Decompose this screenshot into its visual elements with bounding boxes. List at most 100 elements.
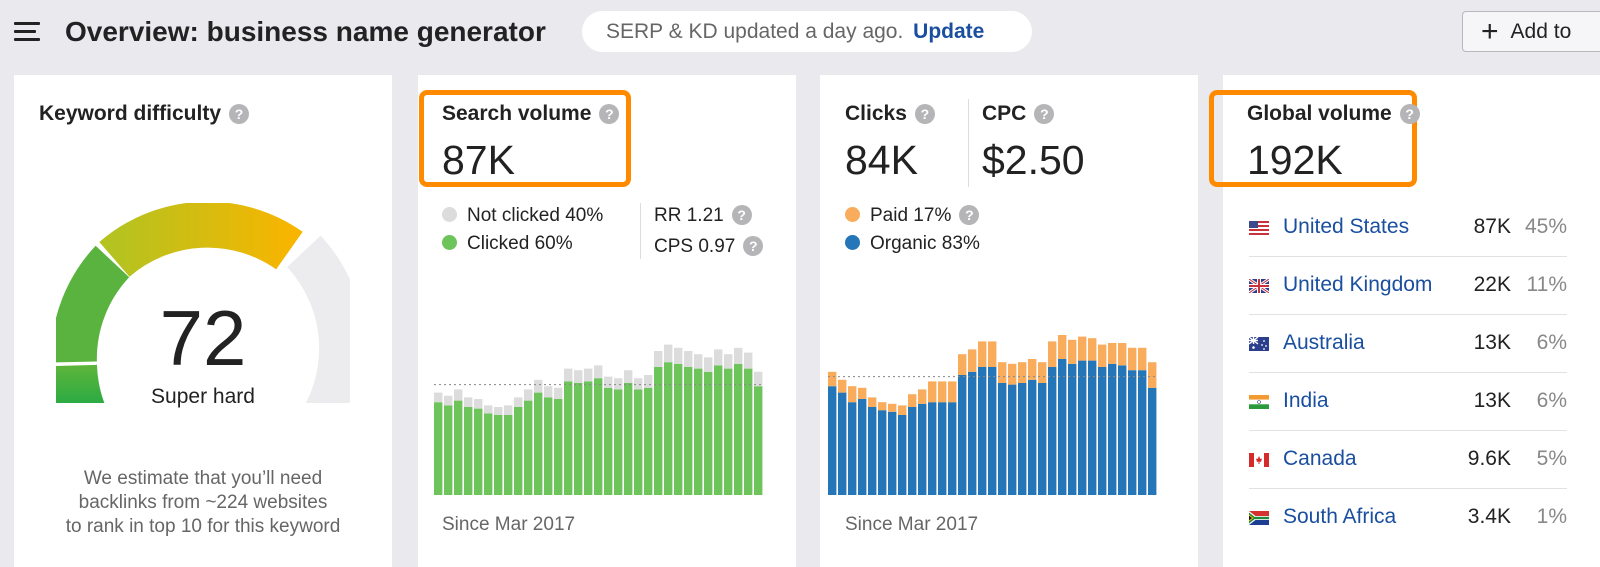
country-name[interactable]: Australia <box>1283 331 1365 354</box>
country-name[interactable]: United Kingdom <box>1283 273 1433 296</box>
bar-paid <box>998 362 1007 383</box>
help-icon[interactable]: ? <box>599 104 620 124</box>
bar-clicked <box>724 368 733 495</box>
bar-organic <box>858 399 867 495</box>
country-percent: 6% <box>1536 331 1567 354</box>
highlight-box <box>419 90 631 187</box>
bar-paid <box>1088 338 1097 361</box>
bar-organic <box>1048 367 1057 495</box>
bar-not-clicked <box>704 357 713 372</box>
add-to-button[interactable]: + Add to <box>1462 11 1600 52</box>
country-row[interactable]: South Africa 3.4K 1% <box>1249 489 1567 547</box>
bar-not-clicked <box>604 376 613 388</box>
update-link[interactable]: Update <box>913 20 985 43</box>
search-volume-chart <box>434 344 764 495</box>
help-icon[interactable]: ? <box>959 205 980 225</box>
country-percent: 5% <box>1536 447 1567 470</box>
country-row[interactable]: Canada 9.6K 5% <box>1249 431 1567 489</box>
country-name[interactable]: Canada <box>1283 447 1357 470</box>
help-icon[interactable]: ? <box>743 236 764 256</box>
bar-clicked <box>564 381 573 495</box>
bar-organic <box>1108 363 1117 495</box>
bar-not-clicked <box>614 378 623 390</box>
bar-paid <box>878 402 887 411</box>
country-name[interactable]: United States <box>1283 215 1410 238</box>
cps-row: CPS 0.97? <box>654 236 764 258</box>
bar-clicked <box>514 407 523 495</box>
keyword-difficulty-card: Keyword difficulty? 72 Super hard We est… <box>14 75 392 567</box>
bar-organic <box>828 386 837 495</box>
divider <box>640 203 641 259</box>
country-percent: 45% <box>1524 215 1567 238</box>
bar-not-clicked <box>654 351 663 367</box>
bar-not-clicked <box>744 352 753 369</box>
country-name[interactable]: India <box>1283 389 1329 412</box>
bar-not-clicked <box>754 371 763 387</box>
kd-estimate: We estimate that you’ll need backlinks f… <box>14 467 392 539</box>
gauge-track <box>286 235 350 403</box>
bar-paid <box>1058 335 1067 359</box>
country-row[interactable]: United States 87K 45% <box>1249 199 1567 257</box>
bar-not-clicked <box>464 397 473 407</box>
search-volume-card: Search volume? 87K Not clicked 40% Click… <box>418 75 796 567</box>
rr-row: RR 1.21? <box>654 205 752 227</box>
bar-clicked <box>504 415 513 495</box>
clicks-label: Clicks <box>845 102 907 125</box>
bar-paid <box>958 354 967 375</box>
country-name[interactable]: South Africa <box>1283 505 1397 528</box>
bar-not-clicked <box>714 349 723 366</box>
legend-not-clicked-text: Not clicked 40% <box>467 205 604 226</box>
bar-not-clicked <box>684 351 693 367</box>
legend-paid: Paid 17%? <box>845 205 980 227</box>
country-row[interactable]: United Kingdom 22K 11% <box>1249 257 1567 315</box>
bar-paid <box>868 397 877 407</box>
bar-paid <box>1108 343 1117 364</box>
bar-paid <box>1008 363 1017 385</box>
bar-clicked <box>644 387 653 495</box>
bar-organic <box>1018 383 1027 495</box>
bar-not-clicked <box>694 354 703 369</box>
top-bar: Overview: business name generator SERP &… <box>0 0 1600 66</box>
highlight-box <box>1209 90 1417 187</box>
help-icon[interactable]: ? <box>1034 104 1055 124</box>
bar-clicked <box>524 400 533 495</box>
bar-paid <box>968 349 977 372</box>
bar-paid <box>918 389 927 404</box>
kd-gauge <box>56 203 350 403</box>
help-icon[interactable]: ? <box>914 104 935 124</box>
help-icon[interactable]: ? <box>229 104 250 124</box>
bar-clicked <box>704 371 713 495</box>
bar-clicked <box>484 413 493 495</box>
bar-clicked <box>674 363 683 495</box>
country-row[interactable]: Australia 13K 6% <box>1249 315 1567 373</box>
bar-clicked <box>754 386 763 495</box>
bar-not-clicked <box>504 405 513 415</box>
gauge-segment-light-green <box>56 245 130 363</box>
bar-paid <box>1138 347 1147 371</box>
bar-organic <box>878 410 887 495</box>
bar-not-clicked <box>544 386 553 398</box>
bar-paid <box>1118 343 1127 366</box>
help-icon[interactable]: ? <box>731 205 752 225</box>
bar-clicked <box>594 378 603 495</box>
country-percent: 11% <box>1526 273 1567 296</box>
bar-not-clicked <box>494 407 503 415</box>
legend-dot <box>845 235 860 250</box>
bar-organic <box>928 402 937 495</box>
uk-flag-icon <box>1249 279 1269 293</box>
help-icon[interactable]: ? <box>1399 104 1420 124</box>
country-row[interactable]: India 13K 6% <box>1249 373 1567 431</box>
search-volume-label: Search volume <box>442 102 592 125</box>
country-volume: 13K <box>1473 331 1511 354</box>
bar-not-clicked <box>624 370 633 383</box>
bar-not-clicked <box>674 347 683 364</box>
page-title: Overview: business name generator <box>65 16 546 47</box>
hamburger-menu-icon[interactable] <box>14 22 40 42</box>
bar-clicked <box>634 389 643 495</box>
bar-organic <box>1128 370 1137 495</box>
bar-clicked <box>444 405 453 495</box>
bar-not-clicked <box>524 389 533 401</box>
legend-dot <box>442 207 457 222</box>
divider <box>968 99 969 187</box>
gauge-segment-green <box>56 364 105 403</box>
